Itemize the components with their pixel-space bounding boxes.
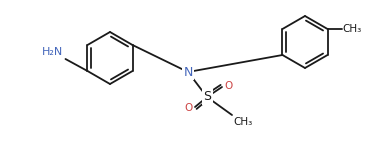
Text: O: O xyxy=(224,81,232,91)
Text: O: O xyxy=(185,103,193,113)
Text: N: N xyxy=(183,66,192,78)
Text: CH₃: CH₃ xyxy=(233,117,252,127)
Text: H₂N: H₂N xyxy=(42,47,64,57)
Text: CH₃: CH₃ xyxy=(343,24,362,34)
Text: S: S xyxy=(203,90,211,104)
